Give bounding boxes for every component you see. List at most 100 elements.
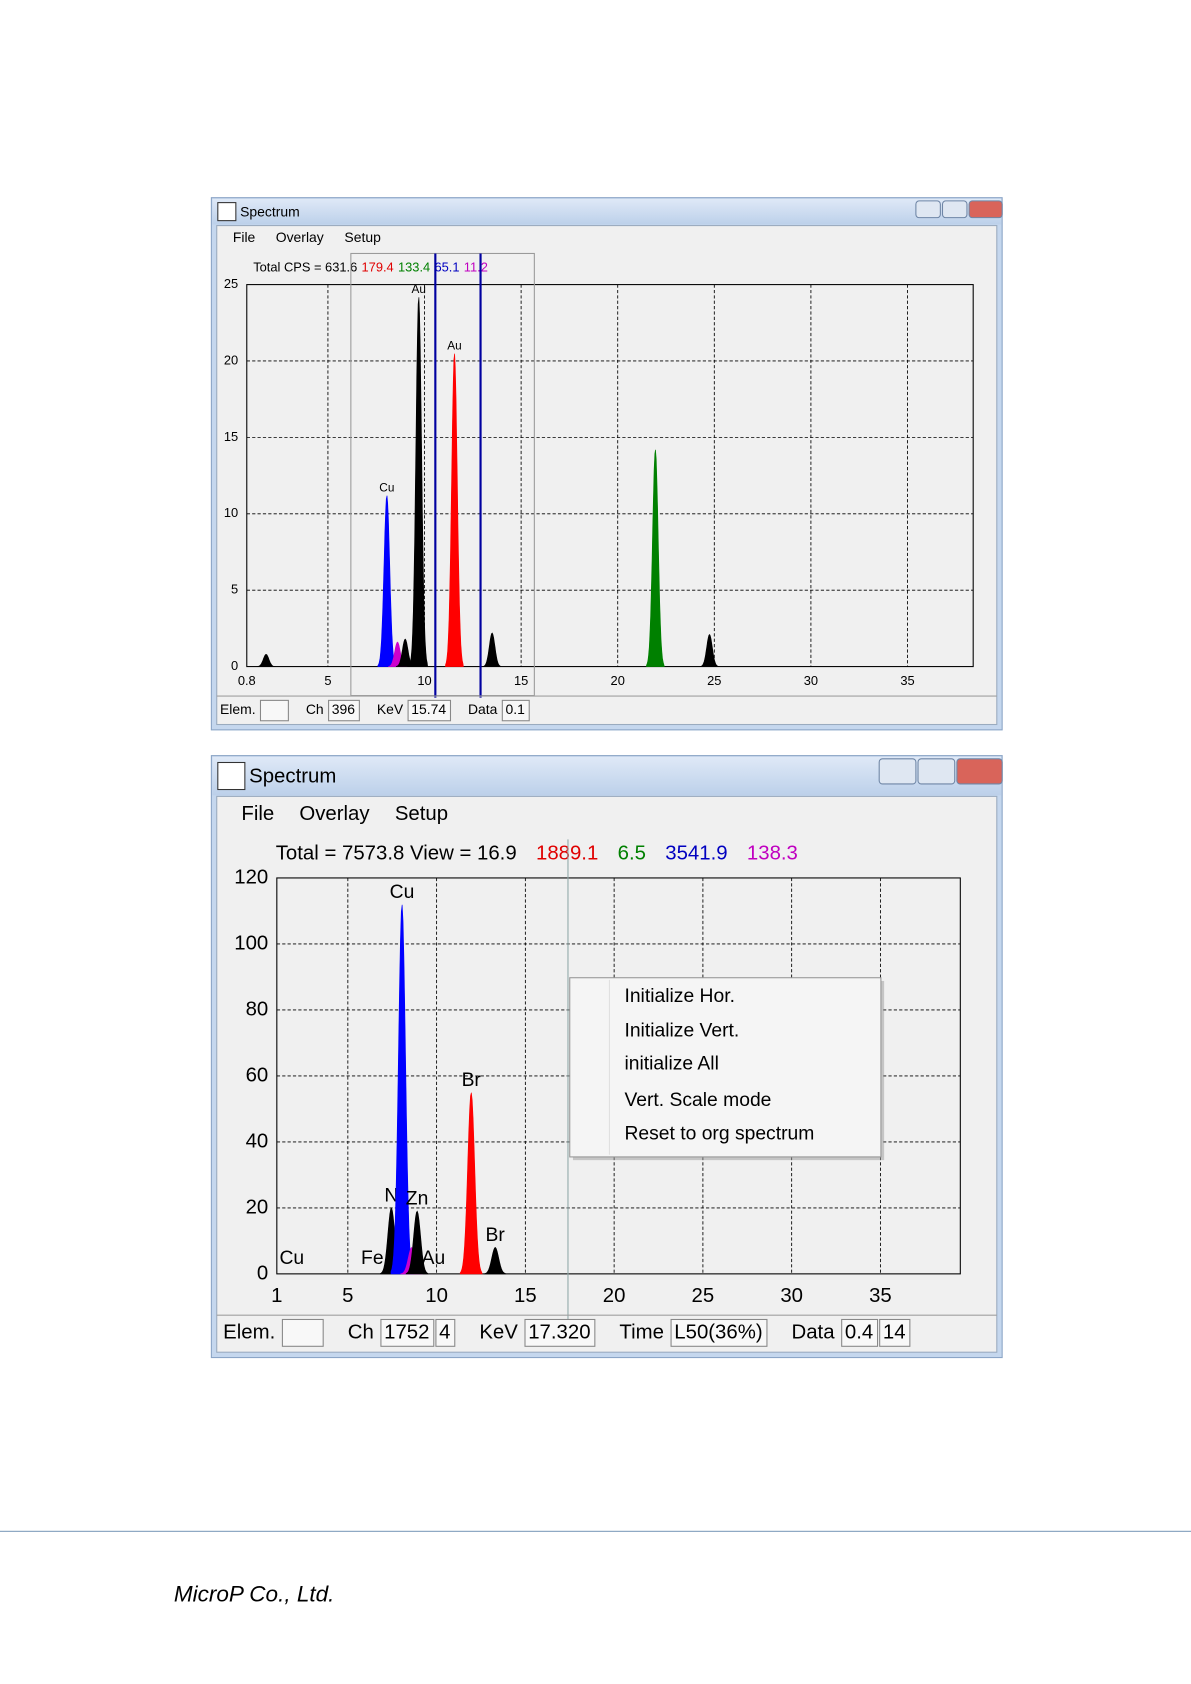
x-tick-label: 1 — [271, 1285, 282, 1307]
status-label: Ch — [306, 701, 324, 717]
menu-item[interactable]: Overlay — [276, 229, 324, 245]
status-field — [524, 1318, 596, 1347]
peak-label: Br — [462, 1070, 482, 1091]
context-menu-item[interactable]: initialize All — [624, 1054, 718, 1075]
status-label: KeV — [479, 1321, 518, 1343]
peak-label: Zn — [406, 1189, 429, 1210]
spectrum-peak — [405, 1210, 429, 1275]
status-value: 17.320 — [528, 1321, 590, 1343]
close-button[interactable] — [968, 200, 1003, 219]
y-tick-label: 5 — [231, 582, 238, 597]
maximize-button[interactable] — [917, 758, 956, 785]
context-menu-item[interactable]: Initialize Hor. — [624, 986, 734, 1007]
peak-label: Cu — [390, 882, 415, 903]
context-menu — [569, 977, 882, 1158]
status-field — [879, 1318, 911, 1347]
status-label: Elem. — [223, 1321, 275, 1343]
header-readout: Total = 7573.8 View = 16.9 1889.1 6.5 3541.… — [276, 843, 798, 865]
status-field — [328, 699, 360, 722]
x-tick-label: 5 — [324, 673, 331, 688]
x-tick-label: 35 — [869, 1285, 892, 1307]
spectrum-peak — [483, 1247, 507, 1275]
status-value: 0.1 — [506, 701, 526, 717]
y-tick-label: 0 — [257, 1262, 268, 1284]
status-field — [407, 699, 452, 722]
spectrum-window: Spectrum File Overlay Setup Total = 7573.8 V… — [210, 755, 1003, 1359]
close-button[interactable] — [956, 758, 1003, 785]
header-readout: Total CPS = 631.6 179.4 133.4 65.1 11.2 — [253, 260, 488, 275]
header-value: 138.3 — [747, 843, 798, 865]
element-label: Cu — [280, 1248, 305, 1269]
x-tick-label: 20 — [603, 1285, 626, 1307]
peak-label: Au — [412, 282, 426, 296]
status-field — [259, 699, 289, 722]
x-tick-label: 30 — [804, 673, 818, 688]
peak-label: N — [384, 1185, 398, 1206]
window-title: Spectrum — [249, 765, 336, 787]
status-label: Elem. — [220, 701, 256, 717]
minimize-button[interactable] — [878, 758, 917, 785]
window-title: Spectrum — [240, 203, 300, 219]
status-value: 14 — [883, 1321, 906, 1343]
footer-company: MicroP Co., Ltd. — [174, 1582, 335, 1607]
x-tick-label: 10 — [425, 1285, 448, 1307]
y-tick-label: 0 — [231, 658, 238, 673]
spectrum-peak — [256, 653, 276, 667]
peak-label: Br — [486, 1225, 506, 1246]
header-value: 133.4 — [398, 260, 430, 275]
plot-area — [246, 284, 974, 668]
x-tick-label: 5 — [342, 1285, 353, 1307]
status-field — [281, 1318, 324, 1347]
menu-item[interactable]: File — [233, 229, 256, 245]
context-menu-item[interactable]: Initialize Vert. — [624, 1020, 739, 1041]
menu-item[interactable]: Setup — [395, 803, 448, 825]
title-bar — [212, 198, 1002, 225]
status-field — [380, 1318, 435, 1347]
status-field — [501, 699, 530, 722]
maximize-button[interactable] — [941, 200, 968, 219]
x-tick-label: 15 — [514, 673, 528, 688]
header-value: 1889.1 — [536, 843, 598, 865]
spectrum-peak — [445, 353, 464, 667]
x-tick-label: 0.8 — [238, 673, 256, 688]
status-value: 1752 — [384, 1321, 429, 1343]
y-tick-label: 15 — [224, 429, 238, 444]
x-tick-label: 20 — [611, 673, 625, 688]
status-value: 0.4 — [845, 1321, 873, 1343]
header-value: Total = 7573.8 View = 16.9 — [276, 843, 517, 865]
y-tick-label: 100 — [234, 932, 268, 954]
x-tick-label: 10 — [417, 673, 431, 688]
header-value: 11.2 — [464, 260, 488, 275]
peak-label: Au — [447, 338, 461, 352]
y-tick-label: 20 — [246, 1196, 269, 1218]
y-tick-label: 25 — [224, 276, 238, 291]
status-label: Time — [619, 1321, 664, 1343]
y-tick-label: 120 — [234, 866, 268, 888]
element-label: Fe — [361, 1248, 384, 1269]
context-menu-item[interactable]: Vert. Scale mode — [624, 1090, 771, 1111]
menu-item[interactable]: Overlay — [299, 803, 370, 825]
menu-item[interactable]: File — [241, 803, 274, 825]
minimize-button[interactable] — [915, 200, 941, 219]
spectrum-window: Spectrum File Overlay Setup Total CPS = 631.… — [210, 197, 1003, 731]
x-tick-label: 25 — [707, 673, 721, 688]
peak-label: Cu — [379, 480, 394, 494]
x-tick-label: 35 — [900, 673, 914, 688]
windows: Spectrum File Overlay Setup Total CPS = 631.… — [210, 197, 1003, 1359]
window-icon — [217, 761, 246, 791]
status-value: 4 — [439, 1321, 450, 1343]
y-tick-label: 20 — [224, 352, 238, 367]
header-value: 3541.9 — [665, 843, 727, 865]
status-value: L50(36%) — [674, 1321, 762, 1343]
menu-item[interactable]: Setup — [344, 229, 381, 245]
x-tick-label: 25 — [692, 1285, 715, 1307]
header-value: Total CPS = 631.6 — [253, 260, 357, 275]
status-field — [435, 1318, 456, 1347]
y-tick-label: 80 — [246, 998, 269, 1020]
title-bar — [212, 756, 1002, 796]
header-value: 179.4 — [362, 260, 394, 275]
status-label: Data — [792, 1321, 836, 1343]
context-menu-item[interactable]: Reset to org spectrum — [624, 1123, 814, 1144]
